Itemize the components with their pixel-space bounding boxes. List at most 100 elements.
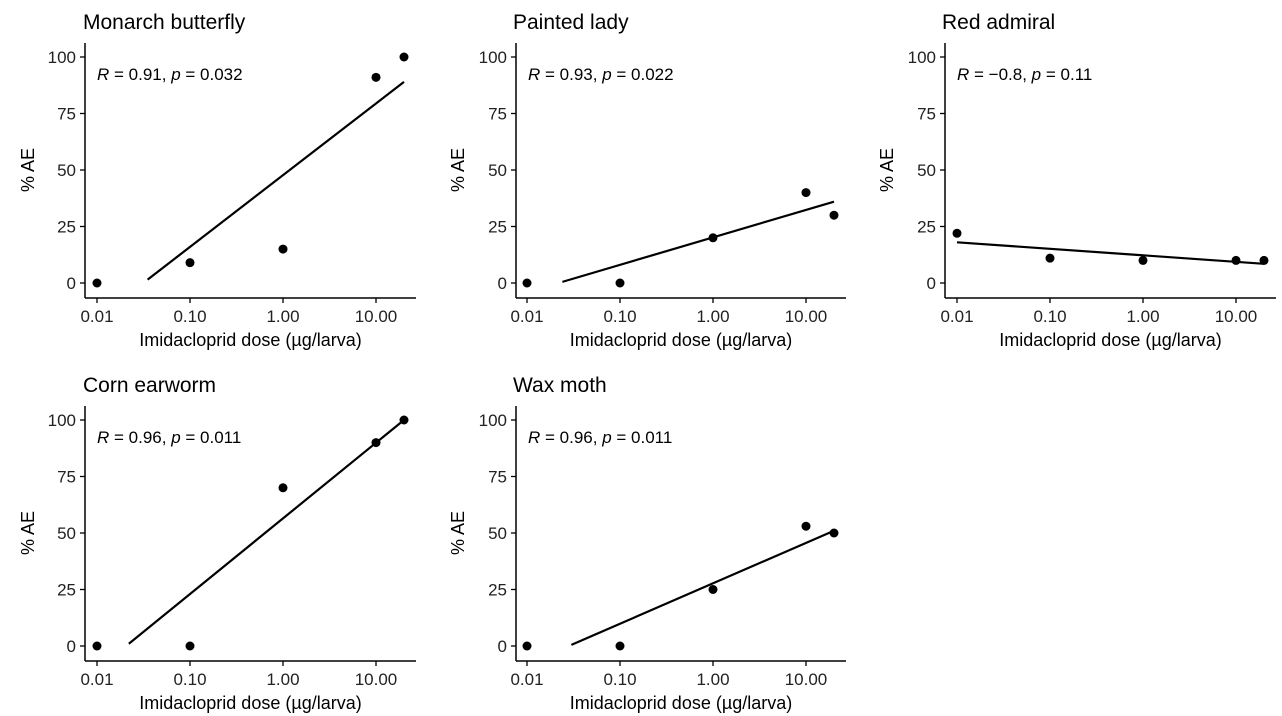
- x-tick-label: 0.10: [603, 670, 636, 689]
- x-axis-label: Imidacloprid dose (µg/larva): [999, 330, 1221, 350]
- x-tick-label: 0.01: [510, 670, 543, 689]
- panel-title: Monarch butterfly: [83, 11, 246, 34]
- data-point: [92, 278, 102, 288]
- y-tick-label: 50: [488, 524, 507, 543]
- data-point: [522, 641, 532, 651]
- data-point: [1138, 255, 1148, 265]
- x-tick-label: 0.01: [510, 307, 543, 326]
- x-axis-label: Imidacloprid dose (µg/larva): [139, 330, 361, 350]
- x-tick-label: 0.10: [173, 670, 206, 689]
- data-point: [522, 278, 532, 288]
- data-point: [615, 278, 625, 288]
- y-tick-label: 50: [488, 161, 507, 180]
- y-axis-label: % AE: [448, 511, 468, 555]
- y-tick-label: 75: [917, 105, 936, 124]
- regression-line: [146, 80, 405, 281]
- y-tick-label: 50: [57, 524, 76, 543]
- panel-title: Wax moth: [513, 374, 607, 397]
- y-axis-label: % AE: [448, 148, 468, 192]
- x-tick-label: 0.10: [1033, 307, 1066, 326]
- y-tick-label: 0: [67, 637, 76, 656]
- y-tick-label: 50: [57, 161, 76, 180]
- chart-panel: Corn earworm 0 25 50 75 100 0.01 0.10 1.00 10.00 I…: [18, 374, 416, 713]
- data-point: [278, 244, 288, 254]
- y-tick-label: 100: [479, 48, 507, 67]
- correlation-annotation: R = 0.96, p = 0.011: [528, 428, 672, 447]
- y-tick-label: 100: [908, 48, 936, 67]
- y-tick-label: 0: [498, 637, 507, 656]
- x-tick-label: 0.01: [80, 670, 113, 689]
- data-point: [829, 528, 839, 538]
- y-tick-label: 75: [57, 105, 76, 124]
- y-axis-label: % AE: [18, 148, 38, 192]
- regression-line: [956, 241, 1265, 265]
- panel-title: Red admiral: [942, 11, 1055, 34]
- y-tick-label: 100: [479, 411, 507, 430]
- data-point: [1231, 255, 1241, 265]
- y-tick-label: 0: [67, 274, 76, 293]
- x-axis-label: Imidacloprid dose (µg/larva): [570, 330, 792, 350]
- chart-panel: Monarch butterfly 0 25 50 75 100 0.01 0.10 1.00 1…: [18, 11, 416, 350]
- data-point: [371, 438, 381, 448]
- chart-panel: Painted lady 0 25 50 75 100 0.01 0.10 1.00 10.00 I…: [448, 11, 846, 350]
- x-axis-label: Imidacloprid dose (µg/larva): [570, 693, 792, 713]
- y-tick-label: 50: [917, 161, 936, 180]
- regression-line: [562, 200, 835, 283]
- y-tick-label: 25: [488, 218, 507, 237]
- data-point: [278, 483, 288, 493]
- data-point: [92, 641, 102, 651]
- data-point: [185, 258, 195, 268]
- y-tick-label: 0: [498, 274, 507, 293]
- data-point: [801, 521, 811, 531]
- x-tick-label: 10.00: [1215, 307, 1258, 326]
- chart-panel: Red admiral 0 25 50 75 100 0.01 0.10 1.00 10.00 Im…: [877, 11, 1276, 350]
- data-point: [399, 415, 409, 425]
- data-point: [371, 72, 381, 82]
- y-tick-label: 75: [488, 105, 507, 124]
- panel-title: Corn earworm: [83, 374, 216, 397]
- data-point: [708, 585, 718, 594]
- y-tick-label: 0: [927, 274, 936, 293]
- panel-title: Painted lady: [513, 11, 629, 34]
- x-tick-label: 10.00: [785, 307, 828, 326]
- correlation-annotation: R = 0.96, p = 0.011: [97, 428, 241, 447]
- x-tick-label: 0.10: [603, 307, 636, 326]
- data-point: [829, 210, 839, 220]
- x-tick-label: 10.00: [355, 670, 398, 689]
- data-point: [399, 52, 409, 62]
- x-tick-label: 1.00: [696, 307, 729, 326]
- x-tick-label: 0.01: [940, 307, 973, 326]
- data-point: [185, 641, 195, 651]
- data-point: [1259, 255, 1269, 265]
- correlation-annotation: R = −0.8, p = 0.11: [957, 65, 1092, 84]
- y-tick-label: 25: [57, 218, 76, 237]
- correlation-annotation: R = 0.91, p = 0.032: [97, 65, 243, 84]
- x-tick-label: 1.00: [266, 670, 299, 689]
- chart-panel: Wax moth 0 25 50 75 100 0.01 0.10 1.00 10.00 Imida…: [448, 374, 846, 713]
- x-tick-label: 10.00: [355, 307, 398, 326]
- x-tick-label: 1.00: [696, 670, 729, 689]
- y-axis-label: % AE: [877, 148, 897, 192]
- y-tick-label: 75: [488, 468, 507, 487]
- correlation-annotation: R = 0.93, p = 0.022: [528, 65, 674, 84]
- regression-line: [570, 529, 835, 646]
- data-point: [615, 641, 625, 651]
- x-tick-label: 1.00: [1126, 307, 1159, 326]
- y-tick-label: 100: [48, 411, 76, 430]
- data-point: [801, 188, 811, 198]
- y-tick-label: 100: [48, 48, 76, 67]
- y-axis-label: % AE: [18, 511, 38, 555]
- x-axis-label: Imidacloprid dose (µg/larva): [139, 693, 361, 713]
- x-tick-label: 1.00: [266, 307, 299, 326]
- data-point: [708, 233, 718, 243]
- data-point: [952, 228, 962, 238]
- x-tick-label: 0.01: [80, 307, 113, 326]
- data-point: [1045, 253, 1055, 263]
- x-tick-label: 0.10: [173, 307, 206, 326]
- y-tick-label: 25: [488, 581, 507, 600]
- y-tick-label: 75: [57, 468, 76, 487]
- regression-line: [128, 419, 405, 645]
- y-tick-label: 25: [57, 581, 76, 600]
